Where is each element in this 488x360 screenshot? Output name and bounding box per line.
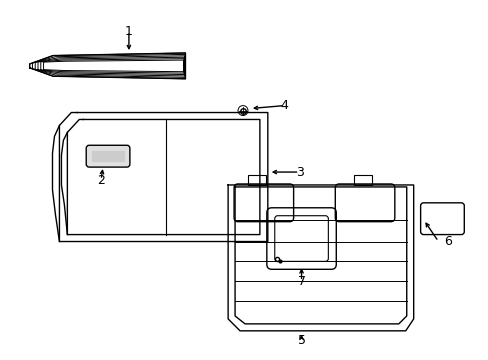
Text: 4: 4 [280, 99, 288, 112]
Text: 2: 2 [97, 174, 105, 186]
Bar [247, 175, 265, 185]
Text: 1: 1 [125, 24, 133, 38]
Bar [353, 175, 371, 185]
Text: 6: 6 [444, 235, 451, 248]
Text: 7: 7 [297, 275, 305, 288]
Text: 3: 3 [295, 166, 303, 179]
Text: 5: 5 [297, 334, 305, 347]
FancyBboxPatch shape [86, 145, 130, 167]
